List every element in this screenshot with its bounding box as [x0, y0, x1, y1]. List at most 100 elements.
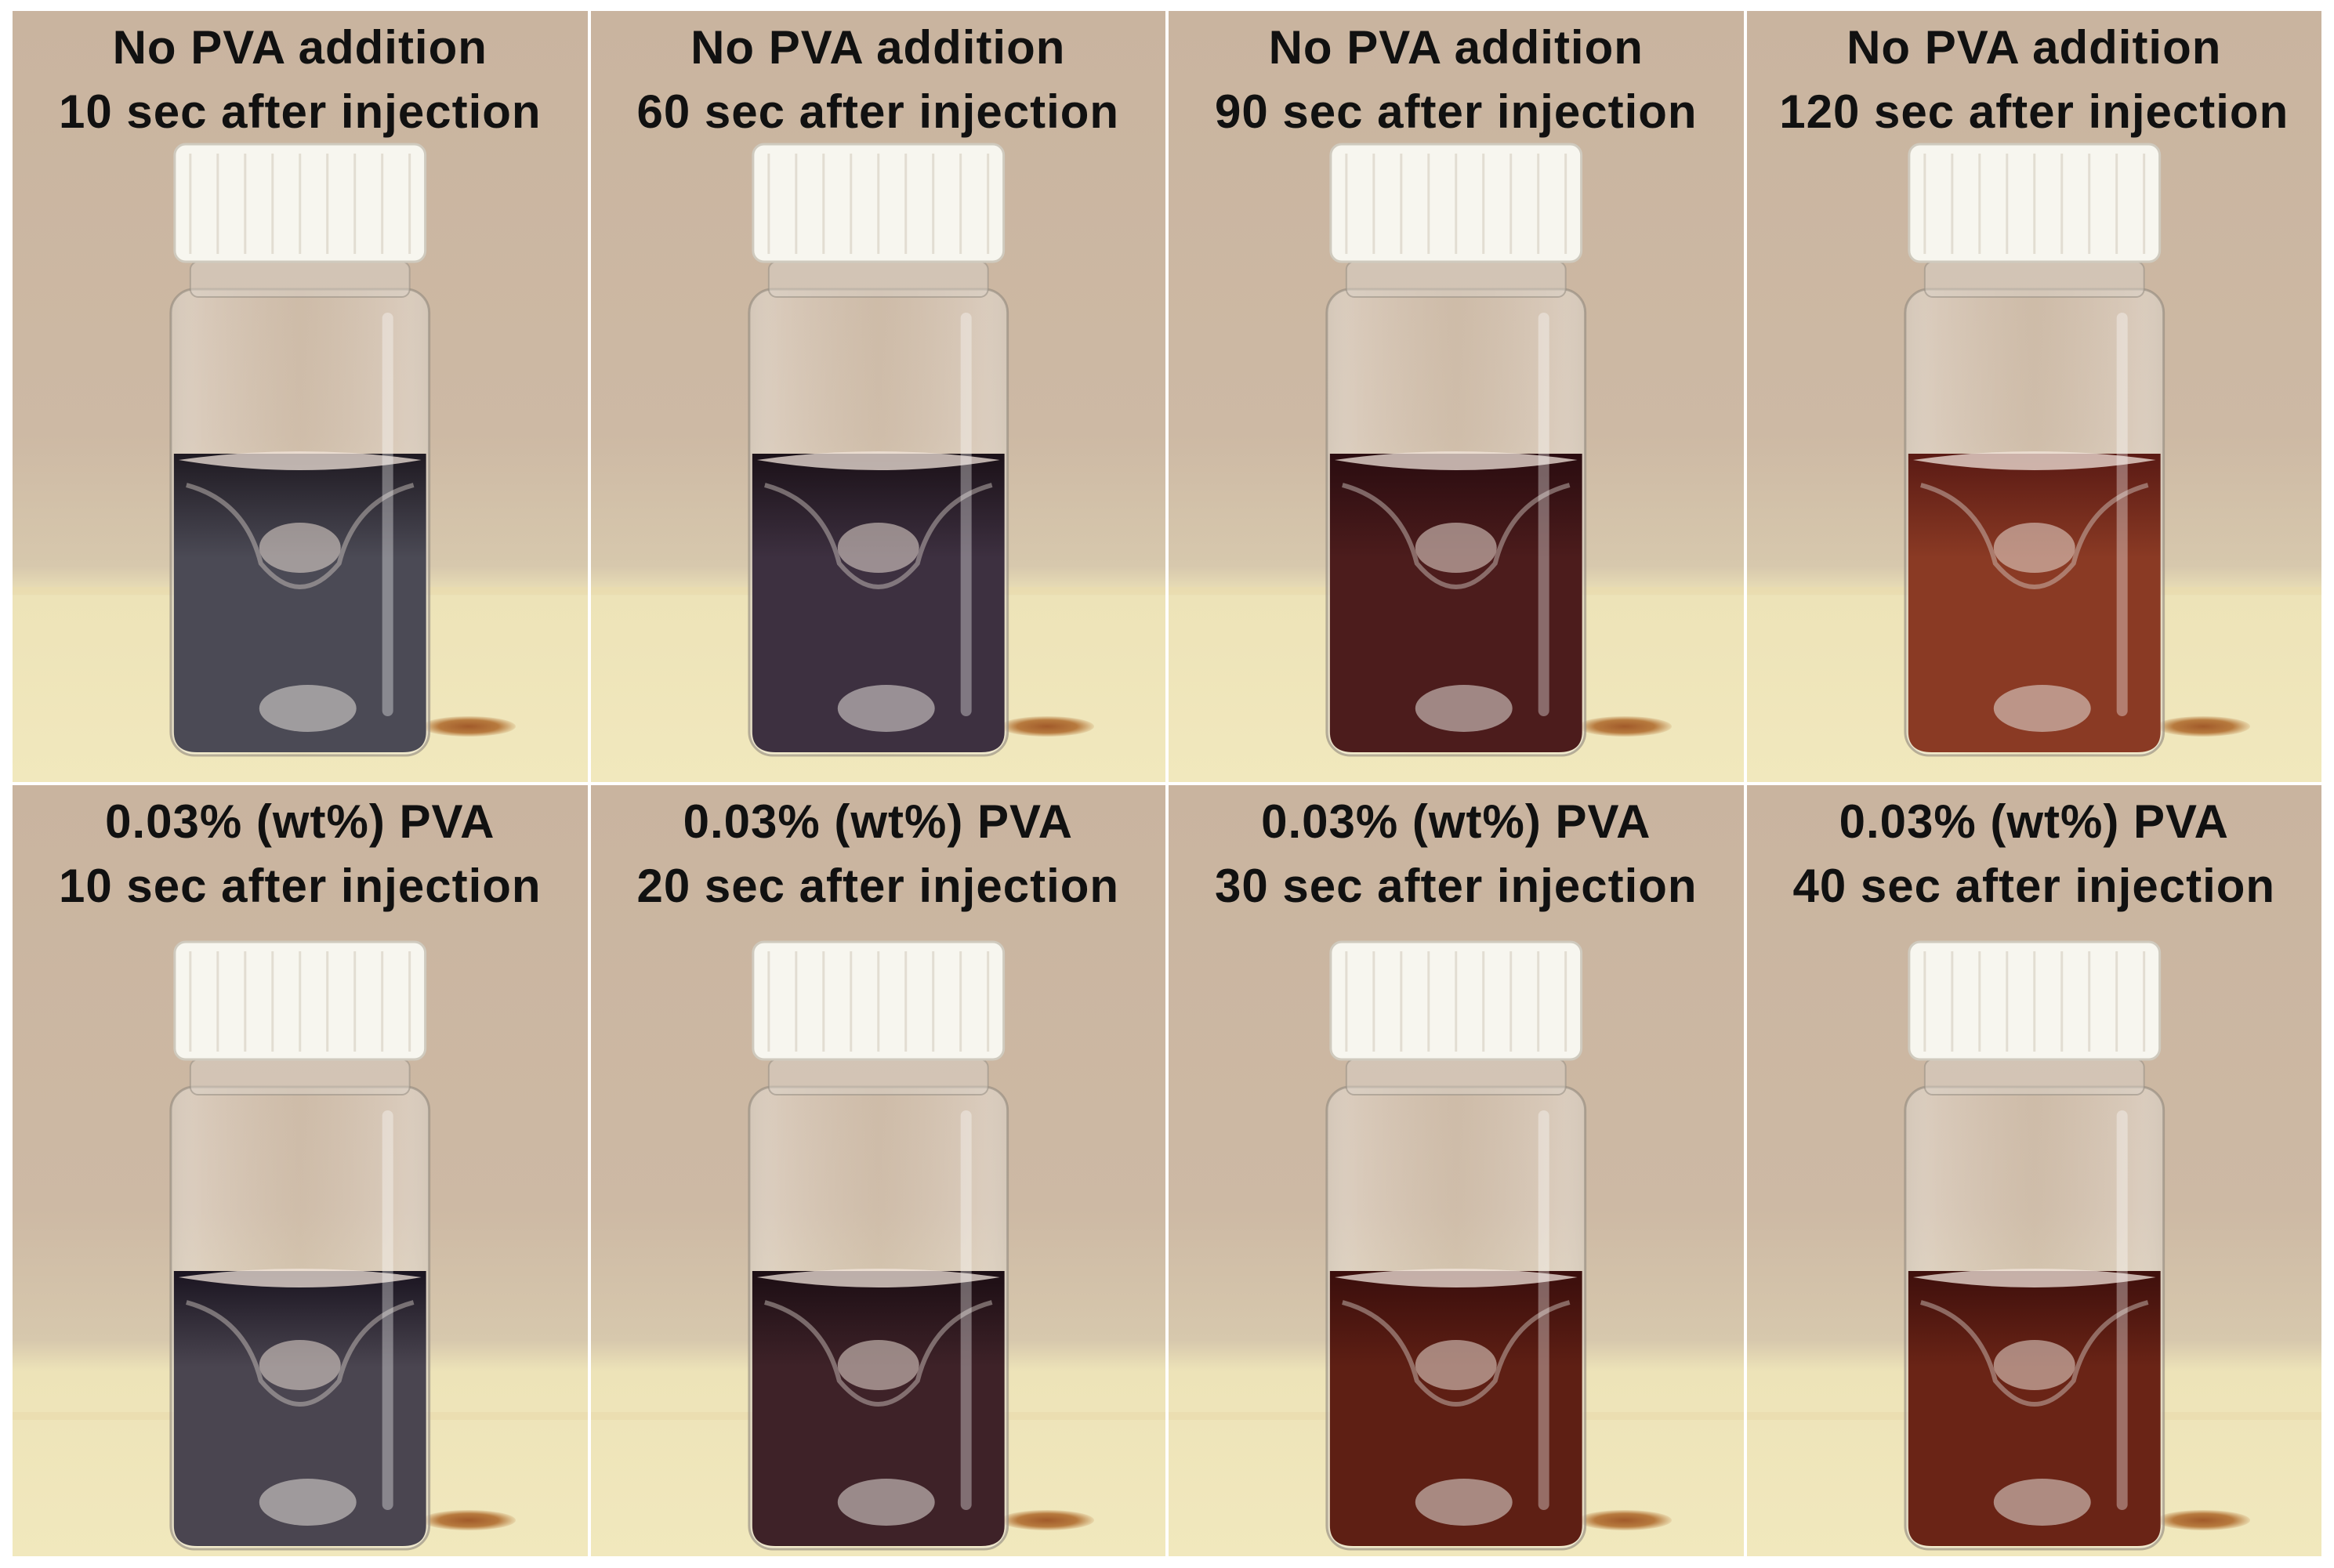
vial-illustration	[1903, 143, 2165, 757]
vial-neck	[1923, 261, 2145, 298]
vial-illustration	[747, 940, 1009, 1551]
caption-condition: 0.03% (wt%) PVA	[105, 795, 495, 848]
vortex-bubble	[837, 1340, 919, 1390]
caption-condition: No PVA addition	[1268, 21, 1644, 74]
rust-stain	[2155, 1510, 2250, 1530]
glass-highlight	[1538, 1110, 1549, 1510]
stir-bar	[1993, 1479, 2091, 1526]
vial-neck	[189, 261, 411, 298]
stir-bar	[837, 1479, 935, 1526]
caption-time: 90 sec after injection	[1214, 85, 1698, 138]
vial-photo-panel-6: 0.03% (wt%) PVA 20 sec after injection	[590, 785, 1166, 1556]
vial-neck	[1345, 1059, 1567, 1095]
vial-neck	[189, 1059, 411, 1095]
caption-time: 10 sec after injection	[58, 860, 542, 912]
vortex-bubble	[259, 523, 341, 573]
rust-stain	[2155, 716, 2250, 737]
panel-caption: No PVA addition 10 sec after injection	[13, 11, 588, 144]
vial-illustration	[1903, 940, 2165, 1551]
vial-illustration	[169, 143, 431, 757]
vortex-outline	[1342, 1300, 1571, 1407]
rust-stain	[999, 1510, 1094, 1530]
vial-liquid	[1329, 454, 1582, 752]
vial-neck	[1345, 261, 1567, 298]
caption-condition: No PVA addition	[690, 21, 1066, 74]
vortex-outline	[1342, 483, 1571, 589]
rust-stain	[1578, 716, 1672, 737]
vial-photo-panel-2: No PVA addition 60 sec after injection	[590, 11, 1166, 782]
rust-stain	[422, 1510, 516, 1530]
vial-liquid	[1908, 454, 2161, 752]
glass-highlight	[2116, 313, 2128, 716]
caption-condition: 0.03% (wt%) PVA	[1261, 795, 1651, 848]
liquid-meniscus	[1912, 451, 2156, 470]
panel-caption: No PVA addition 60 sec after injection	[591, 11, 1166, 144]
panel-caption: 0.03% (wt%) PVA 30 sec after injection	[1169, 785, 1744, 918]
stir-bar	[837, 685, 935, 732]
panel-caption: 0.03% (wt%) PVA 10 sec after injection	[13, 785, 588, 918]
glass-highlight	[960, 1110, 972, 1510]
vortex-outline	[1919, 483, 2148, 589]
stir-bar	[1415, 1479, 1513, 1526]
vortex-bubble	[1993, 1340, 2075, 1390]
glass-highlight	[1538, 313, 1549, 716]
caption-condition: 0.03% (wt%) PVA	[1839, 795, 2229, 848]
vial-illustration	[1325, 940, 1587, 1551]
rust-stain	[1578, 1510, 1672, 1530]
vial-liquid	[752, 454, 1005, 752]
caption-time: 40 sec after injection	[1792, 860, 2276, 912]
vortex-outline	[186, 1300, 415, 1407]
vial-liquid	[173, 1271, 426, 1546]
stir-bar	[259, 1479, 357, 1526]
stir-bar	[1415, 685, 1513, 732]
panel-caption: 0.03% (wt%) PVA 40 sec after injection	[1747, 785, 2322, 918]
caption-condition: No PVA addition	[1847, 21, 2222, 74]
liquid-meniscus	[178, 451, 422, 470]
liquid-meniscus	[1912, 1269, 2156, 1287]
stir-bar	[259, 685, 357, 732]
vortex-bubble	[1993, 523, 2075, 573]
liquid-meniscus	[178, 1269, 422, 1287]
photo-grid: No PVA addition 10 sec after injection N…	[13, 11, 2321, 1556]
vial-photo-panel-7: 0.03% (wt%) PVA 30 sec after injection	[1169, 785, 1744, 1556]
caption-time: 60 sec after injection	[636, 85, 1120, 138]
vial-liquid	[173, 454, 426, 752]
stir-bar	[1993, 685, 2091, 732]
vortex-bubble	[259, 1340, 341, 1390]
vial-photo-panel-4: No PVA addition 120 sec after injection	[1746, 11, 2322, 782]
liquid-meniscus	[1334, 451, 1578, 470]
vial-illustration	[747, 143, 1009, 757]
liquid-meniscus	[756, 1269, 1000, 1287]
vortex-outline	[763, 1300, 992, 1407]
caption-time: 20 sec after injection	[636, 860, 1120, 912]
panel-caption: No PVA addition 120 sec after injection	[1747, 11, 2322, 144]
vial-illustration	[1325, 143, 1587, 757]
panel-caption: 0.03% (wt%) PVA 20 sec after injection	[591, 785, 1166, 918]
panel-caption: No PVA addition 90 sec after injection	[1169, 11, 1744, 144]
vial-photo-panel-3: No PVA addition 90 sec after injection	[1169, 11, 1744, 782]
caption-condition: No PVA addition	[112, 21, 487, 74]
rust-stain	[999, 716, 1094, 737]
glass-highlight	[382, 1110, 393, 1510]
vortex-bubble	[1415, 1340, 1497, 1390]
vortex-outline	[1919, 1300, 2148, 1407]
vial-neck	[767, 261, 989, 298]
glass-highlight	[382, 313, 393, 716]
rust-stain	[422, 716, 516, 737]
vortex-outline	[186, 483, 415, 589]
vial-liquid	[1329, 1271, 1582, 1546]
caption-time: 30 sec after injection	[1214, 860, 1698, 912]
glass-highlight	[2116, 1110, 2128, 1510]
caption-time: 120 sec after injection	[1779, 85, 2289, 138]
vial-liquid	[1908, 1271, 2161, 1546]
vial-illustration	[169, 940, 431, 1551]
caption-time: 10 sec after injection	[58, 85, 542, 138]
vial-liquid	[752, 1271, 1005, 1546]
vortex-bubble	[1415, 523, 1497, 573]
vortex-outline	[763, 483, 992, 589]
glass-highlight	[960, 313, 972, 716]
vortex-bubble	[837, 523, 919, 573]
caption-condition: 0.03% (wt%) PVA	[683, 795, 1073, 848]
liquid-meniscus	[756, 451, 1000, 470]
vial-photo-panel-1: No PVA addition 10 sec after injection	[13, 11, 588, 782]
